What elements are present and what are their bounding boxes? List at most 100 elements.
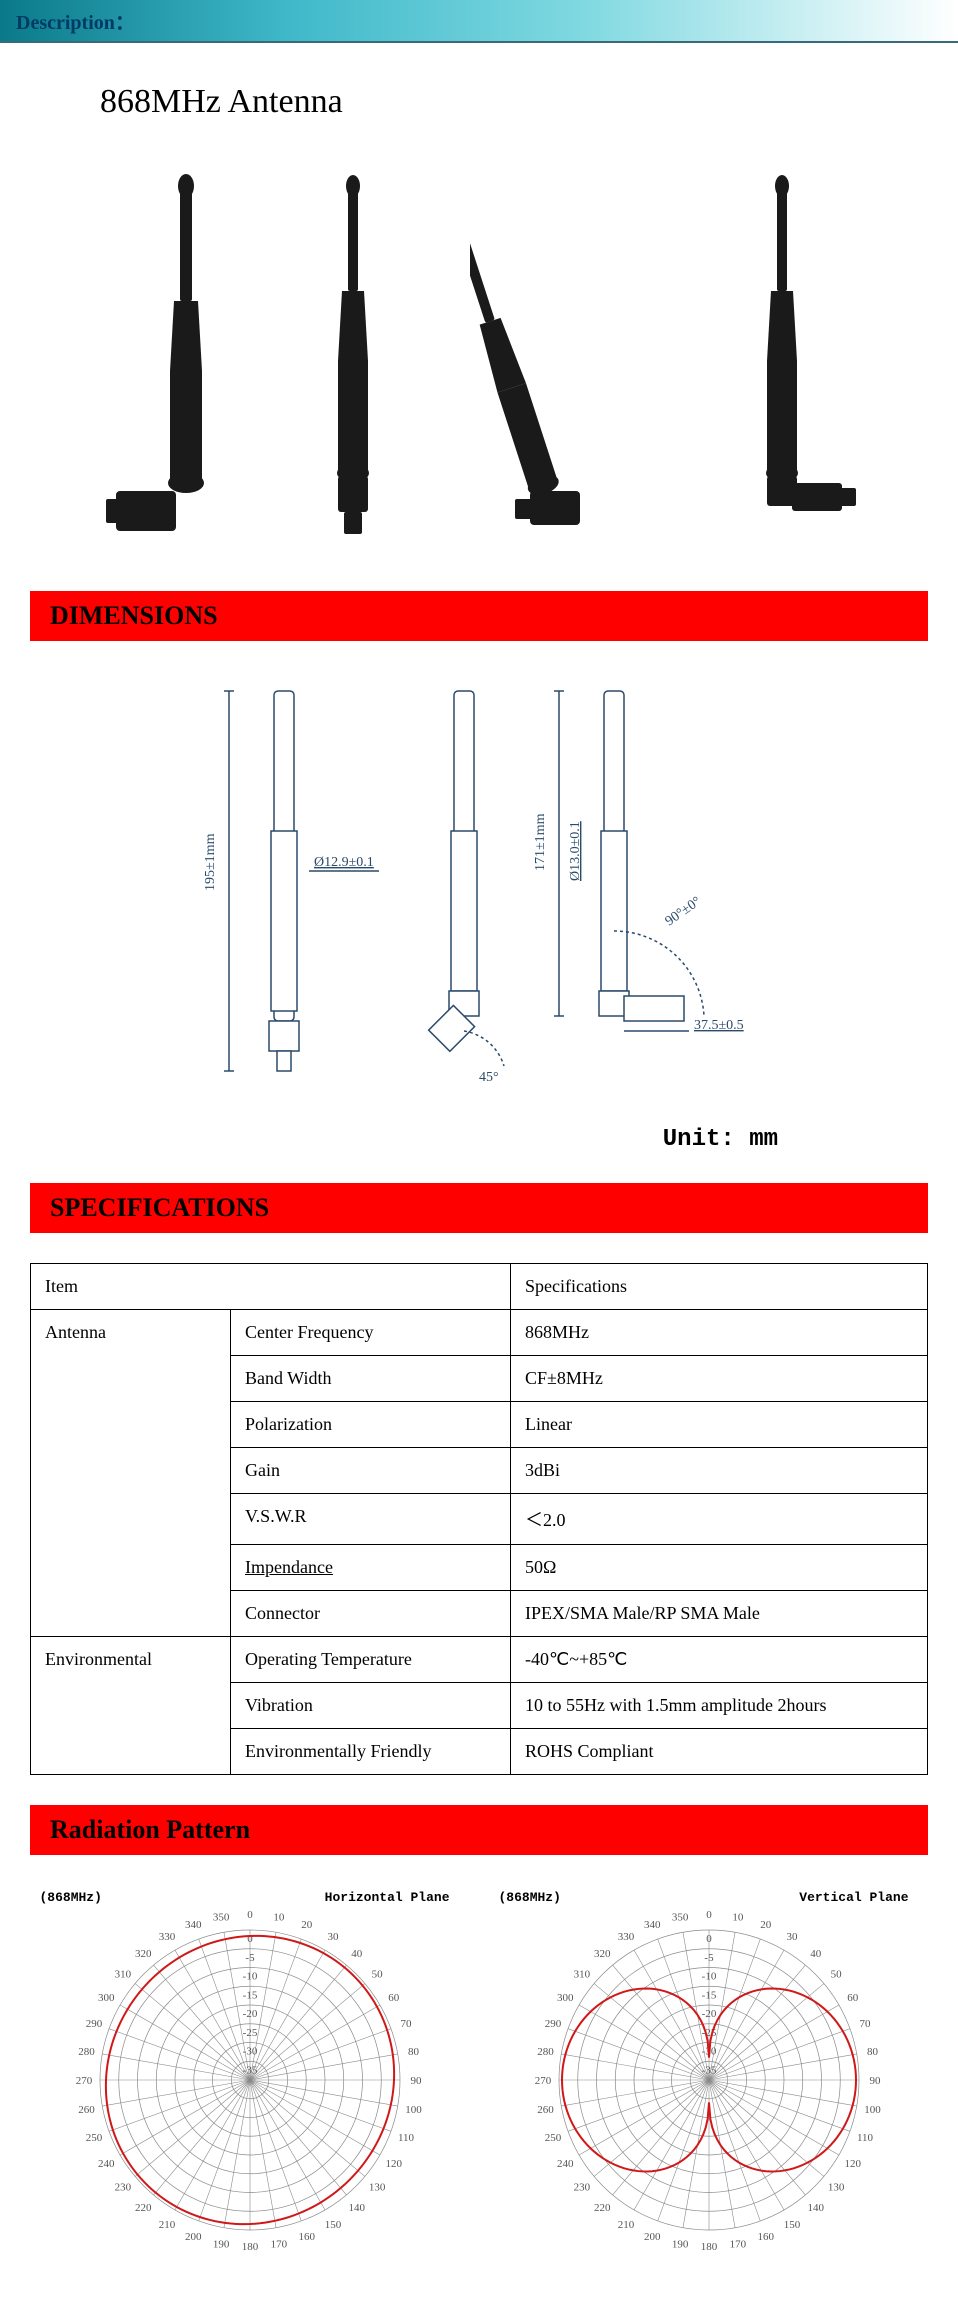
svg-text:250: 250 xyxy=(544,2132,561,2144)
svg-text:280: 280 xyxy=(78,2046,95,2058)
freq-label: (868MHz) xyxy=(40,1890,102,1905)
spec-value: Linear xyxy=(511,1402,928,1448)
dimensions-header: DIMENSIONS xyxy=(30,591,928,641)
svg-text:300: 300 xyxy=(556,1992,573,2004)
dim-dia2: Ø13.0±0.1 xyxy=(568,821,583,881)
svg-text:180: 180 xyxy=(700,2241,717,2253)
spec-label: Connector xyxy=(231,1591,511,1637)
table-header-row: Item Specifications xyxy=(31,1264,928,1310)
svg-text:110: 110 xyxy=(397,2132,414,2144)
specifications-table: Item Specifications Antenna Center Frequ… xyxy=(30,1263,928,1775)
svg-text:100: 100 xyxy=(405,2104,422,2116)
spec-label: Center Frequency xyxy=(231,1310,511,1356)
svg-text:170: 170 xyxy=(270,2238,287,2250)
svg-text:340: 340 xyxy=(184,1919,201,1931)
svg-text:330: 330 xyxy=(158,1931,175,1943)
svg-text:190: 190 xyxy=(671,2238,688,2250)
radiation-row: (868MHz) Horizontal Plane 01020304050607… xyxy=(0,1885,958,2310)
svg-text:50: 50 xyxy=(830,1968,842,1980)
svg-text:10: 10 xyxy=(732,1912,744,1924)
svg-text:290: 290 xyxy=(85,2018,102,2030)
spec-value: 3dBi xyxy=(511,1448,928,1494)
svg-text:140: 140 xyxy=(807,2202,824,2214)
table-row: Antenna Center Frequency 868MHz xyxy=(31,1310,928,1356)
spec-label: Band Width xyxy=(231,1356,511,1402)
svg-text:20: 20 xyxy=(301,1919,313,1931)
svg-text:160: 160 xyxy=(757,2231,774,2243)
svg-text:70: 70 xyxy=(859,2018,871,2030)
svg-text:260: 260 xyxy=(537,2104,554,2116)
svg-text:230: 230 xyxy=(573,2182,590,2194)
svg-text:130: 130 xyxy=(368,2182,385,2194)
dim-angle90: 90°±0° xyxy=(663,894,704,929)
svg-text:260: 260 xyxy=(78,2104,95,2116)
svg-text:-20: -20 xyxy=(242,2008,257,2020)
svg-text:310: 310 xyxy=(573,1968,590,1980)
spec-label: Environmentally Friendly xyxy=(231,1729,511,1775)
svg-text:-5: -5 xyxy=(704,1952,714,1964)
svg-text:40: 40 xyxy=(351,1948,363,1960)
spec-label: Polarization xyxy=(231,1402,511,1448)
svg-text:-35: -35 xyxy=(242,2064,257,2076)
dimensions-drawing: 195±1mm 171±1mm Ø12.9±0.1 Ø13.0±0.1 45° … xyxy=(0,671,958,1116)
table-row: Environmental Operating Temperature -40℃… xyxy=(31,1637,928,1683)
svg-text:-15: -15 xyxy=(701,1989,716,2001)
svg-text:0: 0 xyxy=(706,1909,712,1921)
svg-text:300: 300 xyxy=(97,1992,114,2004)
svg-text:280: 280 xyxy=(537,2046,554,2058)
svg-text:-20: -20 xyxy=(701,2008,716,2020)
spec-value: 10 to 55Hz with 1.5mm amplitude 2hours xyxy=(511,1683,928,1729)
svg-text:30: 30 xyxy=(327,1931,339,1943)
vplane-label: Vertical Plane xyxy=(799,1890,908,1905)
svg-text:190: 190 xyxy=(212,2238,229,2250)
svg-text:-35: -35 xyxy=(701,2064,716,2076)
specifications-header: SPECIFICATIONS xyxy=(30,1183,928,1233)
dim-height-full: 195±1mm xyxy=(203,833,218,891)
spec-value: CF±8MHz xyxy=(511,1356,928,1402)
dim-dia1: Ø12.9±0.1 xyxy=(314,855,374,870)
svg-text:50: 50 xyxy=(371,1968,383,1980)
svg-text:350: 350 xyxy=(212,1912,229,1924)
svg-text:320: 320 xyxy=(594,1948,611,1960)
radiation-header: Radiation Pattern xyxy=(30,1805,928,1855)
spec-value: ＜2.0 xyxy=(511,1494,928,1545)
svg-text:270: 270 xyxy=(75,2075,92,2087)
svg-text:220: 220 xyxy=(594,2202,611,2214)
antenna-right-angle-icon xyxy=(712,171,862,541)
svg-text:110: 110 xyxy=(856,2132,873,2144)
svg-text:350: 350 xyxy=(671,1912,688,1924)
spec-value: 868MHz xyxy=(511,1310,928,1356)
svg-text:290: 290 xyxy=(544,2018,561,2030)
dim-base: 37.5±0.5 xyxy=(694,1018,744,1033)
spec-value: 50Ω xyxy=(511,1545,928,1591)
col-spec: Specifications xyxy=(511,1264,928,1310)
svg-text:180: 180 xyxy=(241,2241,258,2253)
product-title: 868MHz Antenna xyxy=(100,83,958,121)
description-header: Description： xyxy=(0,0,958,43)
svg-text:120: 120 xyxy=(844,2158,861,2170)
svg-text:240: 240 xyxy=(97,2158,114,2170)
spec-label: Impendance xyxy=(231,1545,511,1591)
antenna-bent-icon xyxy=(96,171,236,541)
hplane-label: Horizontal Plane xyxy=(325,1890,450,1905)
svg-text:150: 150 xyxy=(324,2219,341,2231)
svg-text:270: 270 xyxy=(534,2075,551,2087)
svg-text:340: 340 xyxy=(643,1919,660,1931)
spec-label: Vibration xyxy=(231,1683,511,1729)
svg-text:160: 160 xyxy=(298,2231,315,2243)
dimensions-unit: Unit: mm xyxy=(0,1126,778,1153)
antenna-angled-icon xyxy=(470,171,640,541)
svg-text:0: 0 xyxy=(247,1909,253,1921)
svg-text:-5: -5 xyxy=(245,1952,255,1964)
antenna-straight-icon xyxy=(308,171,398,541)
svg-text:-30: -30 xyxy=(242,2046,257,2058)
svg-text:0: 0 xyxy=(247,1933,253,1945)
svg-text:-10: -10 xyxy=(701,1971,716,1983)
svg-text:-25: -25 xyxy=(242,2027,257,2039)
svg-text:130: 130 xyxy=(827,2182,844,2194)
antenna-photo-row xyxy=(0,171,958,591)
svg-text:-15: -15 xyxy=(242,1989,257,2001)
freq-label: (868MHz) xyxy=(499,1890,561,1905)
svg-text:170: 170 xyxy=(729,2238,746,2250)
svg-text:150: 150 xyxy=(783,2219,800,2231)
